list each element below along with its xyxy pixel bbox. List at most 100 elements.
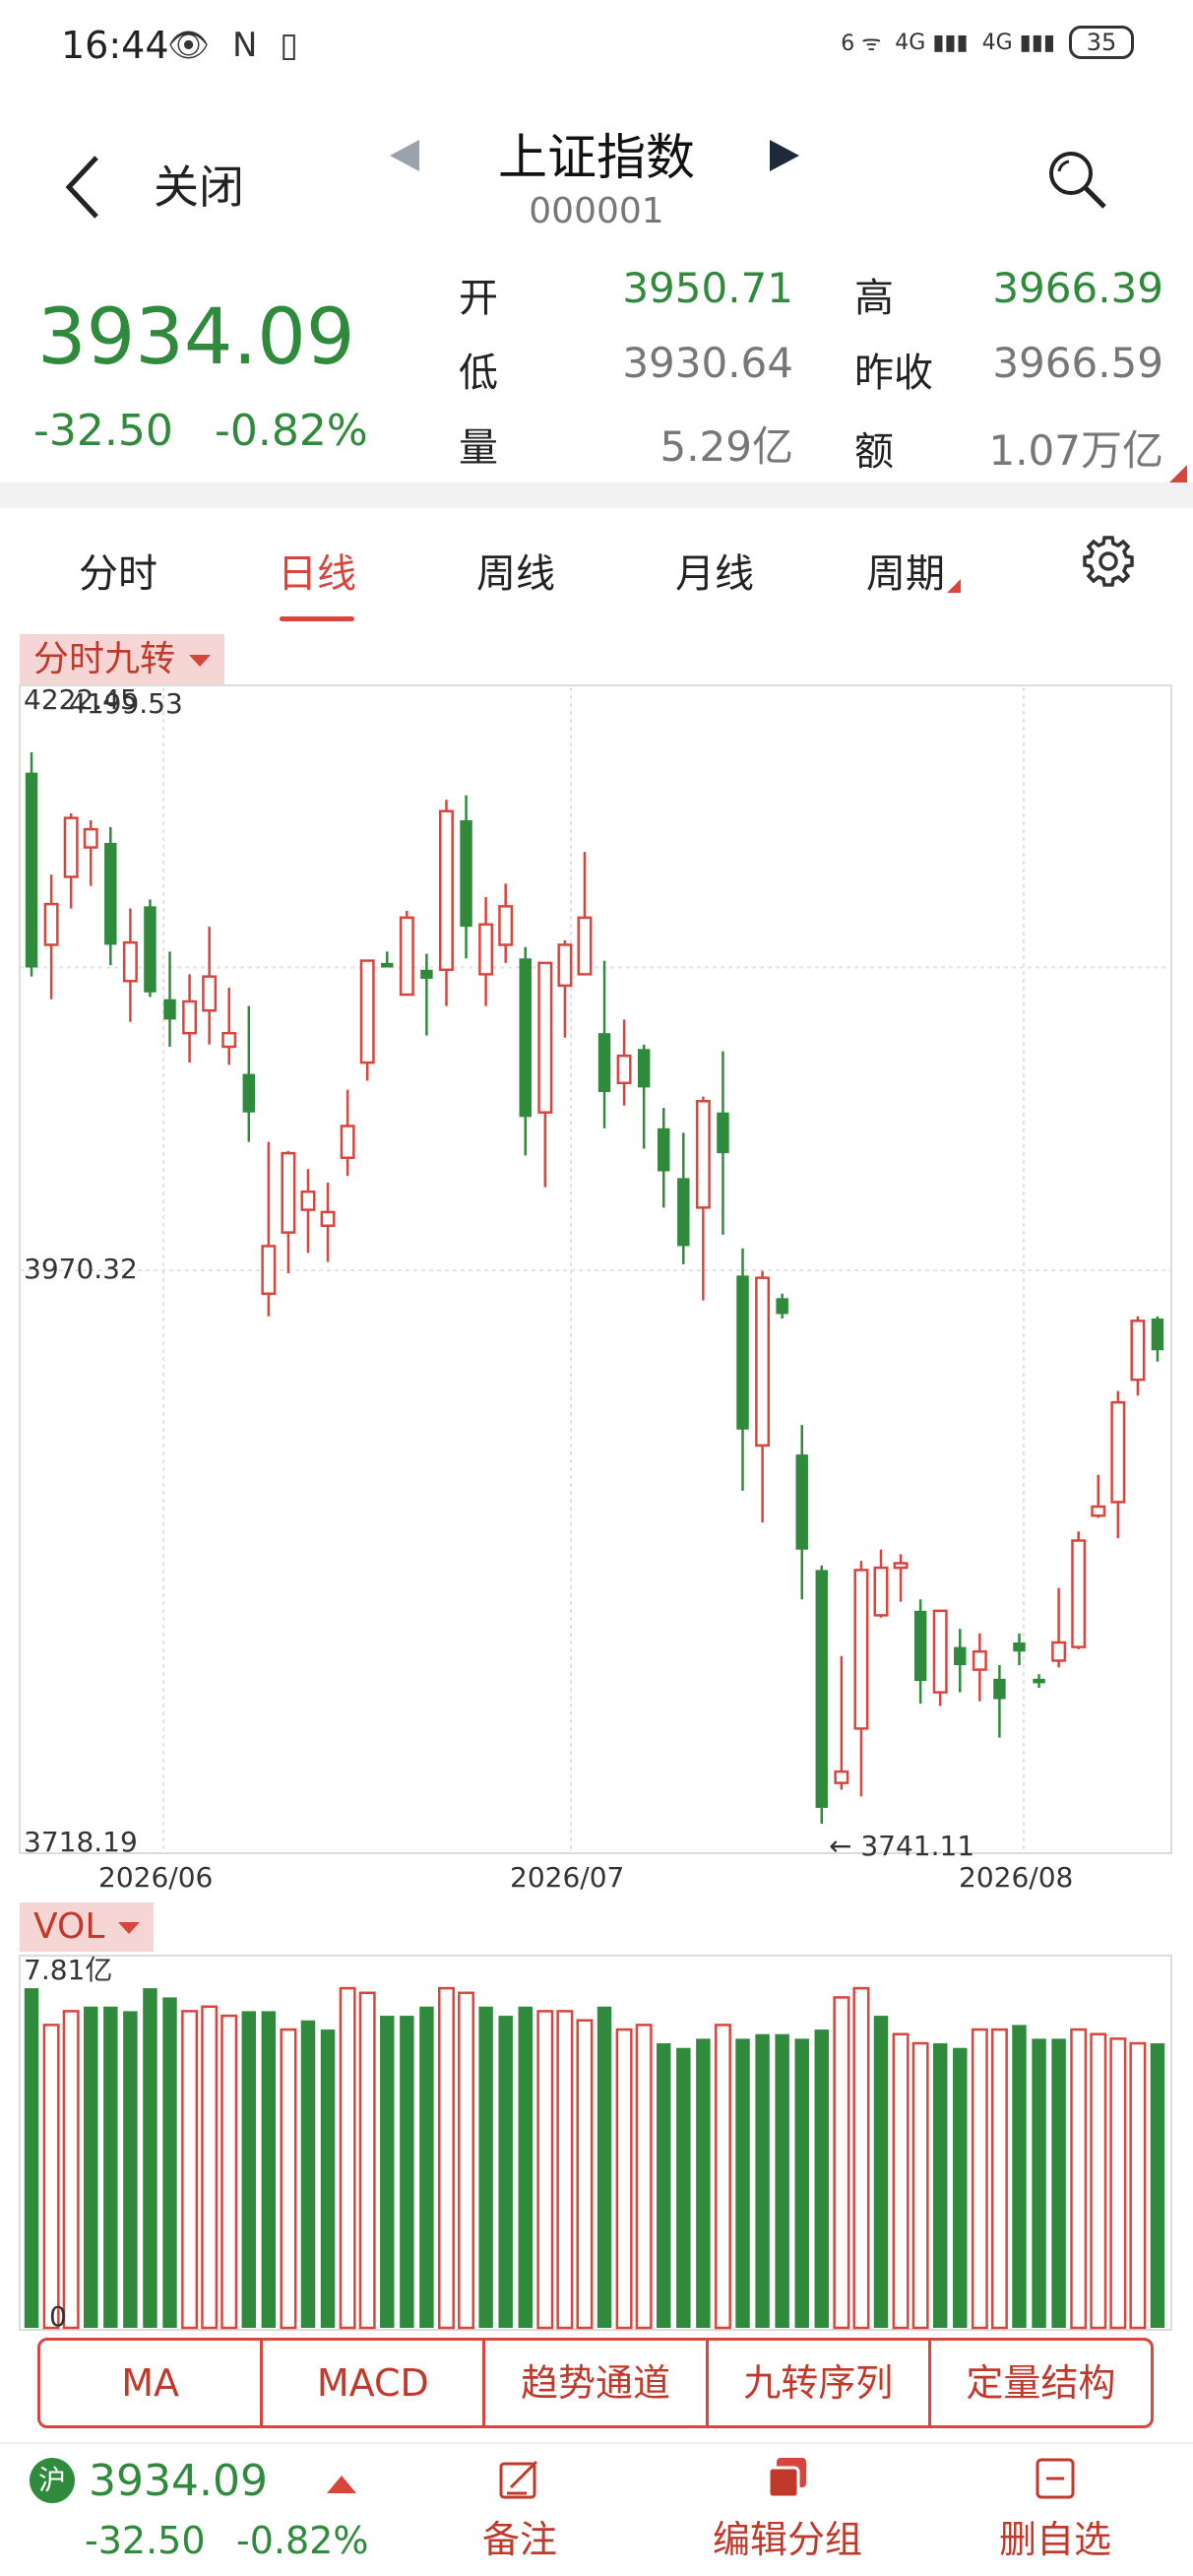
remove-icon (1036, 2458, 1075, 2499)
volume-bar (201, 2005, 219, 2330)
candle-body (1013, 1642, 1026, 1652)
tab-intraday[interactable]: 分时 (79, 551, 157, 597)
candle-body (1151, 1319, 1164, 1351)
volume-bar (953, 2047, 968, 2328)
signal-icon-2: 4G ▮▮▮ (981, 30, 1055, 55)
candle-body (1091, 1505, 1106, 1517)
macd-button[interactable]: MACD (263, 2341, 486, 2425)
edit-group-button[interactable]: 编辑分组 (689, 2456, 886, 2563)
volume-bar (775, 2033, 789, 2328)
volume-bar (1109, 2037, 1127, 2330)
nine-turn-button[interactable]: 九转序列 (709, 2341, 931, 2425)
indicator-buttons: MA MACD 趋势通道 九转序列 定量结构 (37, 2338, 1154, 2428)
candle (63, 813, 79, 909)
candle-body (399, 916, 414, 997)
candle (853, 1561, 869, 1797)
wifi-icon: 6 ᯤ (841, 32, 882, 56)
candle-body (557, 943, 573, 988)
status-left-icons: 👁 N ▯ (167, 26, 304, 65)
gear-icon[interactable] (1081, 534, 1136, 589)
candle (597, 960, 611, 1128)
trend-channel-button[interactable]: 趋势通道 (485, 2341, 709, 2425)
chevron-down-icon (189, 655, 212, 667)
bottom-change: -32.50 (85, 2519, 206, 2562)
candle-body (658, 1127, 670, 1172)
volume-bar (280, 2028, 297, 2330)
candle-body (954, 1646, 967, 1666)
candle-body (122, 940, 138, 983)
volume-bar (596, 2006, 612, 2328)
candle (420, 953, 433, 1036)
x-tick-july: 2026/07 (510, 1861, 624, 1894)
candle (637, 1044, 651, 1149)
signal-icon: 4G ▮▮▮ (895, 30, 969, 55)
volume-bar (458, 1991, 475, 2330)
note-button[interactable]: 备注 (421, 2456, 618, 2563)
volume-bar (911, 2041, 929, 2330)
candle-body (1051, 1641, 1067, 1662)
volume-bar (400, 2016, 414, 2328)
candle (242, 1005, 256, 1142)
volume-chart[interactable]: 7.81亿 0 (0, 1950, 1193, 2344)
volume-bar (932, 2043, 948, 2328)
chevron-left-icon[interactable] (57, 148, 116, 226)
volume-bar (852, 1986, 870, 2330)
prev-stock-icon[interactable] (386, 136, 421, 175)
candle (381, 951, 394, 968)
tab-monthly[interactable]: 月线 (675, 551, 754, 597)
kline-chart[interactable]: 4222.45 4199.53 3970.32 3718.19 ← 3741.1… (0, 679, 1193, 1900)
bottom-price: 3934.09 (89, 2456, 268, 2506)
ma-button[interactable]: MA (40, 2341, 264, 2425)
candle-body (597, 1033, 611, 1093)
prev-close-label: 昨收 (854, 351, 933, 396)
volume-bars (24, 1986, 1165, 2330)
chevron-down-icon (118, 1922, 141, 1934)
candle (616, 1019, 632, 1106)
volume-bar (1032, 2038, 1046, 2328)
candle-body (498, 905, 514, 946)
volume-bar (714, 2024, 731, 2330)
kline-indicator-select[interactable]: 分时九转 (20, 634, 225, 685)
tab-period[interactable]: 周期 (866, 551, 945, 597)
candle-body (63, 816, 79, 878)
kline-grid (20, 687, 1171, 1851)
y-top-label-2: 4199.53 (69, 687, 183, 720)
candle (815, 1565, 829, 1825)
candle-body (281, 1151, 296, 1234)
y-bottom-label: 3718.19 (24, 1826, 138, 1858)
candle-body (182, 999, 198, 1035)
volume-bar (657, 2043, 671, 2328)
vol-indicator-select[interactable]: VOL (20, 1902, 155, 1952)
remove-watchlist-button[interactable]: 删自选 (957, 2456, 1154, 2563)
volume-bar (261, 2011, 277, 2328)
low-value: 3930.64 (622, 339, 793, 387)
candle-body (893, 1562, 909, 1570)
candle (163, 951, 176, 1047)
candle (340, 1089, 355, 1177)
candle-body (460, 819, 472, 928)
candle (736, 1248, 749, 1491)
status-time: 16:44 (61, 24, 169, 67)
search-icon[interactable] (1043, 146, 1112, 215)
candle (202, 927, 218, 1045)
volume-bar (635, 2024, 653, 2330)
price-change: -32.50 (33, 406, 173, 456)
candle-body (340, 1125, 355, 1159)
quant-structure-button[interactable]: 定量结构 (966, 2361, 1116, 2405)
tab-daily[interactable]: 日线 (278, 551, 356, 597)
tab-weekly[interactable]: 周线 (476, 551, 555, 597)
volume-bar (971, 2028, 988, 2330)
candle (695, 1096, 711, 1301)
amount-value: 1.07万亿 (988, 426, 1163, 475)
volume-bar (536, 2010, 554, 2330)
prev-close-value: 3966.59 (992, 339, 1163, 387)
active-tab-indicator (280, 616, 354, 621)
candle-body (478, 923, 494, 976)
close-button[interactable]: 关闭 (154, 161, 244, 214)
next-stock-icon[interactable] (768, 136, 803, 175)
candle (1091, 1474, 1106, 1518)
candle-body (104, 842, 117, 945)
candle-body (439, 809, 454, 972)
expand-corner-icon[interactable] (1169, 465, 1187, 483)
candle-body (420, 969, 433, 979)
